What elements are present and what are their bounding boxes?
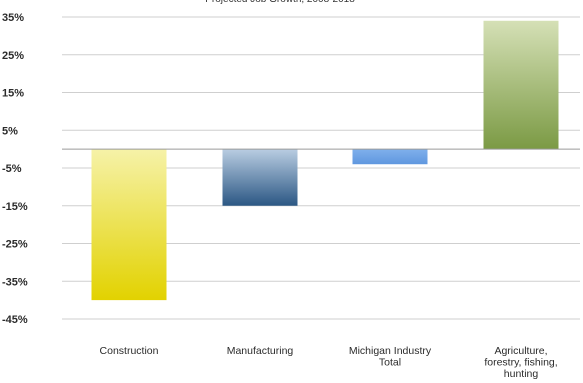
y-tick-label: 35% — [2, 12, 24, 24]
y-tick-label: 5% — [2, 125, 18, 137]
bar-agriculture-forestry-fishing-hunting — [483, 20, 559, 150]
y-tick-label: -5% — [2, 163, 22, 175]
x-category-label-line: Agriculture, — [494, 345, 547, 357]
y-tick-label: -15% — [2, 201, 28, 213]
bar-manufacturing — [222, 149, 298, 206]
y-tick-label: 25% — [2, 50, 24, 62]
x-category-label-line: Total — [379, 357, 401, 369]
bar-michigan-industry-total — [352, 149, 428, 165]
y-tick-label: 15% — [2, 88, 24, 100]
y-tick-label: -25% — [2, 239, 28, 251]
y-tick-label: -45% — [2, 314, 28, 326]
x-category-label-line: hunting — [504, 368, 539, 380]
bar-construction — [91, 149, 167, 301]
x-category-label-line: forestry, fishing, — [484, 357, 557, 369]
y-tick-label: -35% — [2, 276, 28, 288]
x-category-label: Manufacturing — [227, 345, 294, 357]
x-category-label: Michigan Industry Total — [349, 345, 432, 369]
x-category-label: Construction — [100, 345, 159, 357]
chart-title: Projected Job Growth, 2008-2018 — [205, 0, 355, 5]
x-category-label-line: Manufacturing — [227, 345, 294, 357]
x-category-label-line: Construction — [100, 345, 159, 357]
x-category-label-line: Michigan Industry — [349, 345, 432, 357]
x-category-label: Agriculture, forestry, fishing, hunting — [484, 345, 557, 380]
